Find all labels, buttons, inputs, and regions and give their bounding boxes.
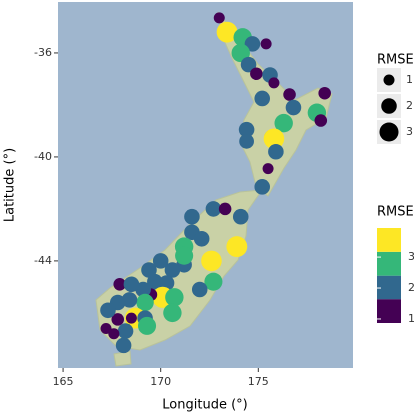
- point: [254, 179, 270, 195]
- colorbar-band: [377, 299, 401, 323]
- point: [115, 337, 132, 354]
- point: [108, 328, 120, 340]
- size-legend-label: 2: [406, 99, 413, 112]
- point: [232, 208, 249, 225]
- size-legend-label: 3: [406, 125, 413, 138]
- size-legend-mark: [383, 74, 395, 86]
- point: [254, 90, 270, 107]
- point: [314, 114, 328, 127]
- point: [141, 262, 157, 278]
- size-legend-title: RMSE: [377, 53, 414, 68]
- x-tick-label: 175: [248, 375, 269, 388]
- point: [274, 113, 293, 133]
- point: [175, 246, 194, 265]
- point: [262, 163, 274, 175]
- point: [268, 77, 280, 89]
- colorbar-band: [377, 251, 401, 276]
- point: [216, 21, 238, 43]
- size-legend-mark: [381, 98, 397, 114]
- point: [100, 322, 112, 334]
- point: [191, 281, 208, 298]
- point: [201, 250, 222, 272]
- color-legend-title: RMSE: [377, 205, 414, 220]
- point: [283, 88, 296, 101]
- point: [218, 202, 232, 216]
- point: [193, 231, 210, 247]
- y-tick-label: -36: [34, 46, 52, 59]
- point: [121, 292, 138, 308]
- point: [152, 253, 169, 269]
- point: [240, 56, 257, 73]
- y-tick-label: -40: [34, 150, 52, 163]
- point: [213, 12, 225, 24]
- colorbar-label: 3: [408, 250, 414, 263]
- colorbar-band: [377, 275, 401, 300]
- x-axis-title: Longitude (°): [162, 398, 247, 413]
- point: [147, 273, 163, 290]
- y-tick-label: -44: [34, 254, 52, 267]
- point: [164, 262, 181, 278]
- point: [244, 36, 261, 52]
- point: [136, 293, 154, 312]
- point: [205, 201, 222, 217]
- colorbar-label: 1: [408, 312, 414, 325]
- point: [250, 67, 263, 81]
- point: [163, 303, 182, 323]
- point: [165, 288, 184, 307]
- point: [137, 316, 157, 335]
- point: [135, 281, 151, 298]
- point: [268, 143, 284, 160]
- size-legend-mark: [379, 122, 399, 142]
- point: [204, 272, 223, 291]
- size-legend-label: 1: [406, 73, 413, 86]
- point: [263, 128, 285, 150]
- point: [231, 43, 250, 63]
- point: [285, 99, 302, 116]
- point: [111, 313, 125, 326]
- point: [318, 86, 331, 100]
- colorbar-label: 2: [408, 281, 414, 294]
- point: [238, 121, 255, 138]
- point: [100, 302, 116, 319]
- point: [123, 276, 140, 293]
- point: [125, 312, 137, 324]
- x-tick-label: 165: [53, 375, 74, 388]
- y-axis-title: Latitude (°): [3, 148, 18, 222]
- point: [117, 323, 134, 339]
- x-tick-label: 170: [150, 375, 171, 388]
- colorbar-band: [377, 228, 401, 252]
- point: [226, 236, 248, 258]
- point: [239, 133, 254, 149]
- point: [260, 38, 272, 50]
- point: [113, 278, 126, 291]
- point: [184, 208, 200, 225]
